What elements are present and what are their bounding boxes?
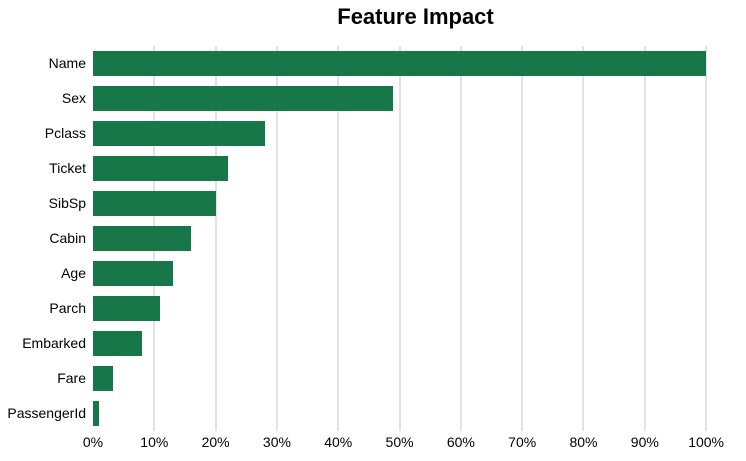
x-tick-label-100%: 100% bbox=[688, 434, 725, 450]
bar-fare bbox=[93, 366, 114, 391]
x-tick-label-10%: 10% bbox=[140, 434, 169, 450]
y-tick-label-sibsp: SibSp bbox=[48, 195, 86, 211]
bar-sibsp bbox=[93, 191, 216, 216]
y-tick-label-age: Age bbox=[61, 265, 86, 281]
y-tick-label-passengerid: PassengerId bbox=[7, 405, 86, 421]
y-tick-label-name: Name bbox=[48, 55, 86, 71]
y-tick-label-sex: Sex bbox=[61, 90, 86, 106]
bar-row bbox=[93, 186, 738, 221]
bar-row bbox=[93, 396, 738, 431]
y-tick-label-pclass: Pclass bbox=[44, 125, 86, 141]
y-tick-label-cabin: Cabin bbox=[49, 230, 86, 246]
x-tick-label-30%: 30% bbox=[262, 434, 291, 450]
x-axis-labels: 0% 10% 20% 30% 40% 50% 60% 70% 80% 90% 100% bbox=[0, 434, 746, 454]
gridline-60% bbox=[459, 46, 462, 431]
gridline-80% bbox=[582, 46, 585, 431]
bar-row bbox=[93, 116, 738, 151]
bar-sex bbox=[93, 86, 394, 111]
bar-ticket bbox=[93, 156, 228, 181]
gridline-20% bbox=[214, 46, 217, 431]
bar-name bbox=[93, 51, 707, 76]
bar-row bbox=[93, 81, 738, 116]
bar-row bbox=[93, 221, 738, 256]
x-tick-label-0%: 0% bbox=[82, 434, 104, 450]
bar-row bbox=[93, 151, 738, 186]
bar-row bbox=[93, 256, 738, 291]
x-tick-label-20%: 20% bbox=[201, 434, 230, 450]
bar-row bbox=[93, 291, 738, 326]
y-tick-label-parch: Parch bbox=[49, 300, 86, 316]
bar-row bbox=[93, 326, 738, 361]
x-tick-label-80%: 80% bbox=[569, 434, 598, 450]
y-axis-labels: Name Sex Pclass Ticket SibSp Cabin Age Parch Emb… bbox=[0, 46, 86, 431]
x-tick-label-60%: 60% bbox=[446, 434, 475, 450]
bar-passengerid bbox=[93, 401, 100, 426]
gridline-50% bbox=[398, 46, 401, 431]
bar-cabin bbox=[93, 226, 192, 251]
bar-embarked bbox=[93, 331, 143, 356]
x-tick-label-70%: 70% bbox=[508, 434, 537, 450]
chart-title: Feature Impact bbox=[337, 4, 494, 29]
bar-row bbox=[93, 361, 738, 396]
gridline-90% bbox=[643, 46, 646, 431]
gridline-40% bbox=[337, 46, 340, 431]
bar-parch bbox=[93, 296, 161, 321]
x-tick-label-50%: 50% bbox=[385, 434, 414, 450]
y-tick-label-ticket: Ticket bbox=[49, 160, 86, 176]
gridline-30% bbox=[275, 46, 278, 431]
x-tick-label-90%: 90% bbox=[630, 434, 659, 450]
bar-age bbox=[93, 261, 173, 286]
gridline-100% bbox=[705, 46, 708, 431]
x-tick-label-40%: 40% bbox=[324, 434, 353, 450]
bar-pclass bbox=[93, 121, 265, 146]
y-tick-label-fare: Fare bbox=[57, 370, 86, 386]
y-tick-label-embarked: Embarked bbox=[22, 335, 86, 351]
gridline-70% bbox=[521, 46, 524, 431]
bar-row bbox=[93, 46, 738, 81]
plot-area bbox=[93, 46, 738, 431]
